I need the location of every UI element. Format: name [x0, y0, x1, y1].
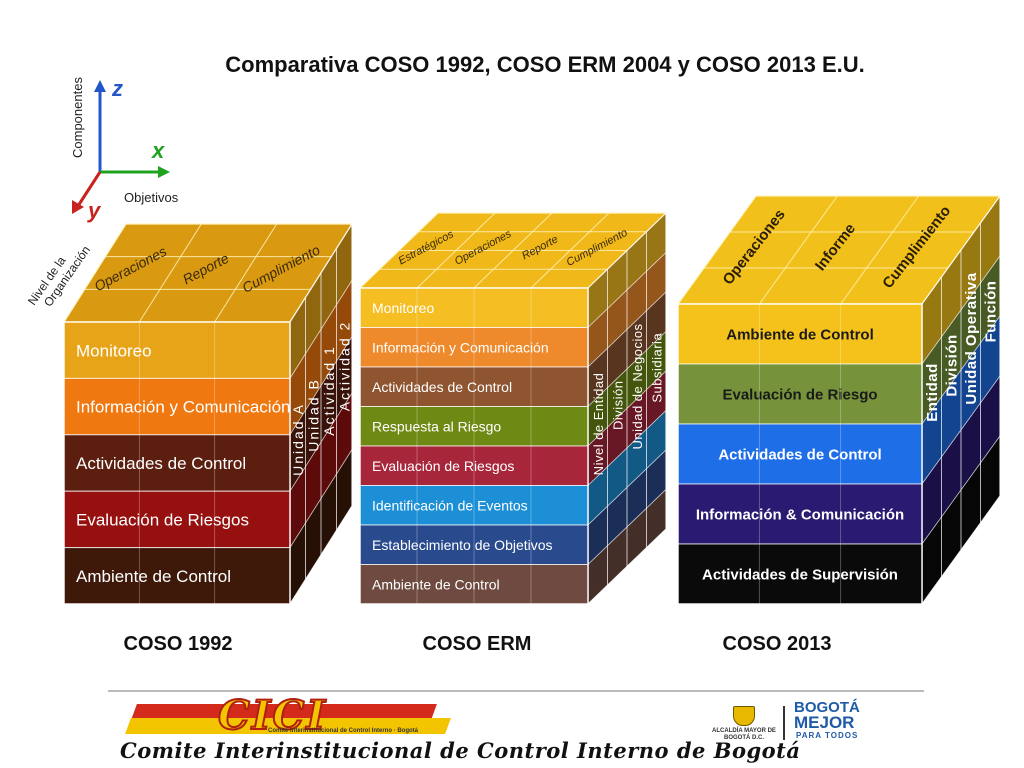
layer-label-informacion-comunicacion: Información & Comunicación [696, 506, 904, 523]
side-label-subsidiaria: Subsidiaria [649, 333, 664, 403]
y-axis-arrow-icon [72, 200, 84, 214]
caption-coso-1992: COSO 1992 [124, 633, 233, 655]
committee-wordmark: Comite Interinstitucional de Control Int… [120, 738, 801, 763]
layer-label-informacion-y-comunicacion: Información y Comunicación [76, 398, 290, 417]
shield-icon [733, 706, 755, 726]
footer-divider [108, 690, 924, 692]
para-todos-wordmark: PARA TODOS [796, 731, 859, 740]
side-label-nivel-de-entidad: Nivel de Entidad [591, 373, 606, 476]
layer-label-identificacion-de-eventos: Identificación de Eventos [372, 497, 528, 513]
top-grid-line [138, 223, 202, 323]
layer-label-evaluacion-de-riesgos: Evaluación de Riesgos [372, 458, 514, 474]
side-label-unidad-a: Unidad A [290, 403, 306, 476]
alcaldia-text: ALCALDÍA MAYOR DE BOGOTÁ D.C. [712, 728, 776, 741]
layer-label-ambiente-de-control: Ambiente de Control [76, 567, 231, 586]
cici-logo: CICI [217, 692, 328, 739]
z-axis-arrow-icon [94, 80, 106, 92]
logo-separator [783, 706, 785, 740]
cube-front-outline [63, 321, 291, 605]
layer-ambiente-de-control [359, 564, 589, 605]
y-axis-line [76, 171, 102, 207]
z-axis-letter: z [111, 76, 123, 101]
layer-label-actividades-de-supervision: Actividades de Supervisión [702, 566, 898, 583]
layer-informacion-y-comunicacion [63, 377, 291, 436]
layer-respuesta-al-riesgo [359, 406, 589, 447]
y-axis-letter: y [87, 198, 102, 223]
layer-evaluacion-de-riesgos [359, 445, 589, 486]
top-grid-line [758, 195, 838, 305]
layer-label-informacion-y-comunicacion: Información y Comunicación [372, 339, 549, 355]
layer-informacion-y-comunicacion [359, 327, 589, 368]
top-grid-line [840, 195, 920, 305]
mejor-wordmark: MEJOR [794, 713, 855, 732]
x-axis-arrow-icon [158, 166, 170, 178]
layer-label-actividades-de-control: Actividades de Control [718, 446, 881, 463]
layer-label-monitoreo: Monitoreo [76, 341, 152, 360]
layer-label-respuesta-al-riesgo: Respuesta al Riesgo [372, 418, 501, 434]
caption-coso-2013: COSO 2013 [723, 633, 832, 655]
top-grid-line [214, 223, 278, 323]
cube-front-outline [677, 303, 923, 605]
z-axis-label: Componentes [70, 77, 85, 158]
side-label-division: División [943, 334, 960, 396]
side-label-division: División [610, 380, 625, 430]
layer-label-evaluacion-de-riesgos: Evaluación de Riesgos [76, 511, 249, 530]
side-label-unidad-b: Unidad B [305, 378, 321, 452]
layer-actividades-de-supervision [677, 543, 923, 605]
layer-label-actividades-de-control: Actividades de Control [76, 454, 246, 473]
cube-front-outline [359, 287, 589, 605]
bogota-wordmark: BOGOTÁ [794, 699, 860, 716]
layer-label-establecimiento-de-objetivos: Establecimiento de Objetivos [372, 537, 553, 553]
cici-tagline: Comité Interinstitucional de Control Int… [268, 728, 418, 734]
layer-actividades-de-control [63, 434, 291, 492]
side-label-unidad-operativa: Unidad Operativa [963, 272, 980, 404]
layer-label-monitoreo: Monitoreo [372, 300, 434, 316]
x-axis-letter: x [151, 138, 165, 163]
side-label-funcion: Función [982, 281, 999, 343]
layer-label-ambiente-de-control: Ambiente de Control [726, 326, 874, 343]
page-title: Comparativa COSO 1992, COSO ERM 2004 y C… [225, 52, 865, 77]
layer-label-evaluacion-de-riesgo: Evaluación de Riesgo [722, 386, 877, 403]
side-label-unidad-de-negocios: Unidad de Negocios [630, 323, 645, 449]
side-label-actividad-1: Actividad 1 [321, 345, 337, 435]
caption-coso-erm: COSO ERM [423, 633, 532, 655]
alcaldia-logo: ALCALDÍA MAYOR DE BOGOTÁ D.C. [712, 706, 776, 742]
layer-ambiente-de-control [677, 303, 923, 365]
x-axis-label: Objetivos [124, 190, 179, 205]
layer-label-ambiente-de-control: Ambiente de Control [372, 576, 500, 592]
side-label-entidad: Entidad [924, 363, 941, 422]
side-label-actividad-2: Actividad 2 [336, 321, 352, 411]
layer-label-actividades-de-control: Actividades de Control [372, 379, 512, 395]
footer-banner: CICI Comité Interinstitucional de Contro… [108, 690, 924, 764]
